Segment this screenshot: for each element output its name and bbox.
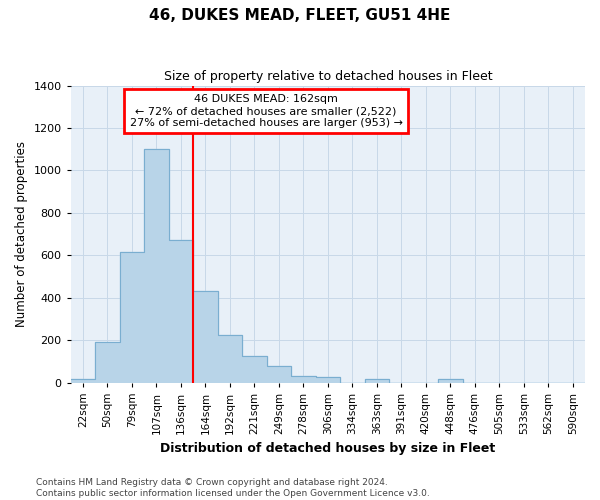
Title: Size of property relative to detached houses in Fleet: Size of property relative to detached ho… — [164, 70, 492, 83]
X-axis label: Distribution of detached houses by size in Fleet: Distribution of detached houses by size … — [160, 442, 496, 455]
Polygon shape — [71, 149, 585, 382]
Text: 46 DUKES MEAD: 162sqm
← 72% of detached houses are smaller (2,522)
27% of semi-d: 46 DUKES MEAD: 162sqm ← 72% of detached … — [130, 94, 403, 128]
Text: 46, DUKES MEAD, FLEET, GU51 4HE: 46, DUKES MEAD, FLEET, GU51 4HE — [149, 8, 451, 22]
Text: Contains HM Land Registry data © Crown copyright and database right 2024.
Contai: Contains HM Land Registry data © Crown c… — [36, 478, 430, 498]
Y-axis label: Number of detached properties: Number of detached properties — [15, 141, 28, 327]
